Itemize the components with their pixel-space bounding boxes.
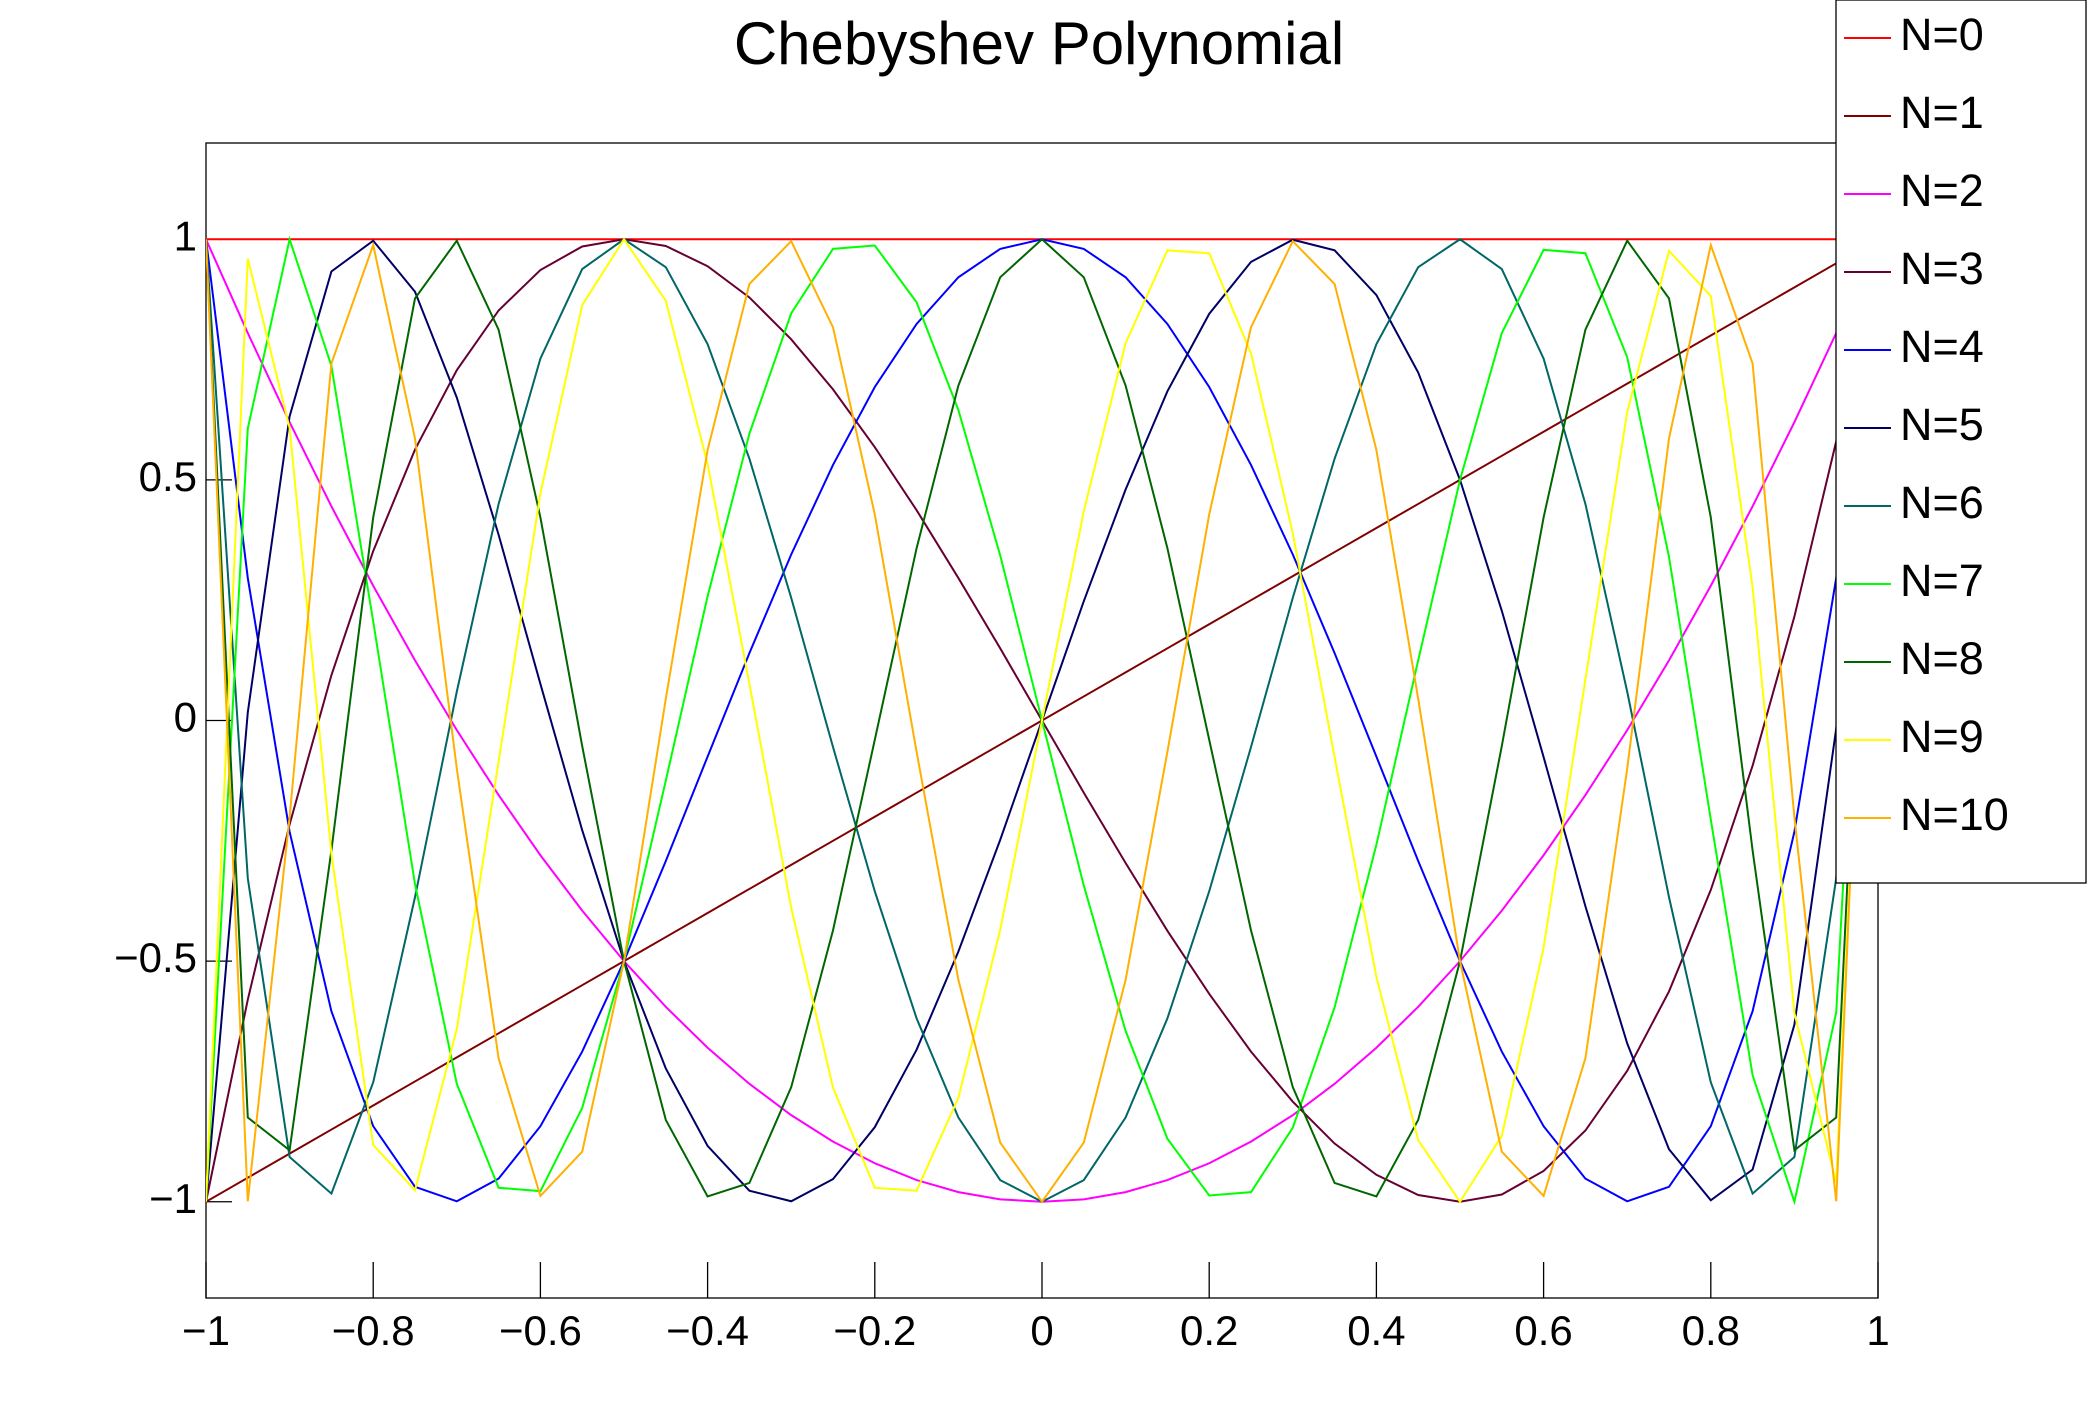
series-line (206, 239, 1878, 1204)
x-tick-label: 0 (1030, 1307, 1053, 1354)
x-tick-label: −1 (182, 1307, 230, 1354)
legend-label: N=9 (1900, 711, 1984, 762)
legend-label: N=3 (1900, 243, 1984, 294)
legend: N=0 N=1 N=2 N=3 N=4 N=5 N=6 N=7 N=8 N=9 N=10 (1835, 0, 2087, 884)
x-tick-label: 0.8 (1682, 1307, 1740, 1354)
chart-title: Chebyshev Polynomial (734, 10, 1344, 77)
x-tick-label: −0.6 (499, 1307, 582, 1354)
y-tick-label: −1 (149, 1175, 197, 1222)
y-tick-label: 0 (174, 694, 197, 741)
x-tick-label: 0.4 (1347, 1307, 1405, 1354)
x-tick-label: 1 (1866, 1307, 1889, 1354)
legend-label: N=1 (1900, 87, 1984, 138)
legend-label: N=2 (1900, 165, 1984, 216)
x-tick-label: 0.6 (1514, 1307, 1572, 1354)
legend-label: N=8 (1900, 633, 1984, 684)
series-line (206, 237, 1878, 1204)
legend-label: N=10 (1900, 789, 2009, 840)
legend-box (1835, 0, 2087, 884)
legend-label: N=0 (1900, 9, 1984, 60)
y-tick-label: 1 (174, 212, 197, 259)
x-tick-label: 0.2 (1180, 1307, 1238, 1354)
x-tick-label: −0.8 (332, 1307, 415, 1354)
x-tick-label: −0.4 (666, 1307, 749, 1354)
legend-label: N=7 (1900, 555, 1984, 606)
y-tick-label: 0.5 (139, 453, 197, 500)
curves (206, 235, 1878, 1206)
legend-label: N=5 (1900, 399, 1984, 450)
legend-label: N=4 (1900, 321, 1984, 372)
legend-label: N=6 (1900, 477, 1984, 528)
series-line (206, 237, 1878, 1198)
y-tick-label: −0.5 (114, 934, 197, 981)
x-tick-label: −0.2 (833, 1307, 916, 1354)
